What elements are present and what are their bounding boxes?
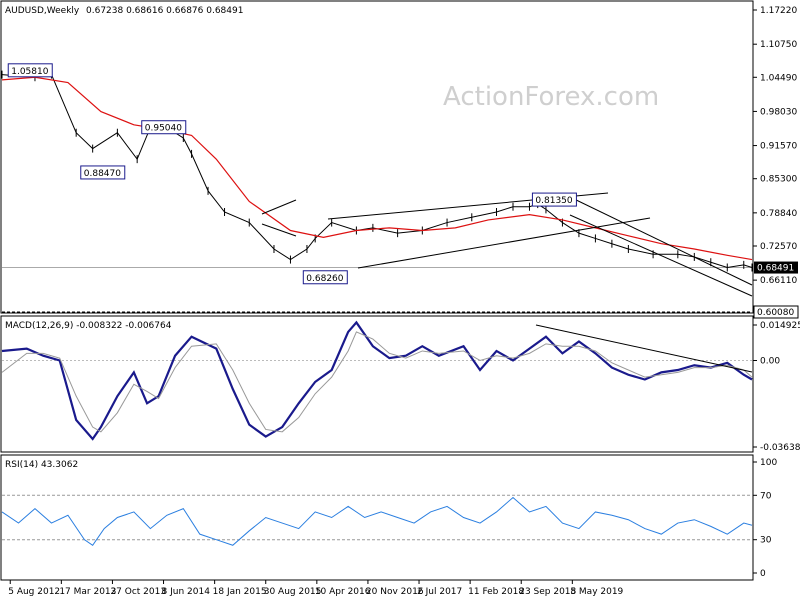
price-tick-label: 1.10750 — [760, 40, 797, 50]
price-tick-label: 0.91570 — [760, 142, 797, 152]
price-tick-label: 0.78840 — [760, 209, 797, 219]
price-annotation-label: 0.68260 — [306, 274, 343, 284]
price-annotation-box — [7, 63, 53, 78]
x-tick-label: 11 Feb 2018 — [468, 587, 524, 597]
support-label: 0.60080 — [757, 308, 794, 318]
price-tick-label: 1.17220 — [760, 6, 797, 16]
macd-tick-label: 0.014925 — [760, 321, 800, 331]
price-annotation-box — [302, 270, 348, 285]
price-annotation-box — [531, 192, 577, 207]
trend-line — [569, 196, 753, 286]
price-tick-label: 0.72570 — [760, 242, 797, 252]
rsi-label: RSI(14) 43.3062 — [5, 460, 78, 470]
price-ohlc: 0.67238 0.68616 0.66876 0.68491 — [86, 6, 243, 16]
x-tick-label: 23 Sep 2018 — [519, 587, 576, 597]
macd-pane: 0.014925 0.00 -0.036389 — [1, 320, 800, 453]
current-price-label: 0.68491 — [757, 264, 794, 274]
price-title: AUDUSD,Weekly — [5, 6, 80, 16]
macd-trend-line — [535, 324, 753, 373]
rsi-tick-label: 0 — [760, 569, 766, 579]
price-pane: 1.17220 1.10750 1.04490 0.98030 0.91570 0.853… — [1, 6, 799, 319]
x-tick-label: 17 Mar 2013 — [59, 587, 116, 597]
trend-line — [569, 214, 753, 297]
rsi-tick-label: 70 — [760, 491, 772, 501]
macd-tick-label: -0.036389 — [760, 443, 800, 453]
x-tick-label: 2 Jul 2017 — [417, 587, 462, 597]
macd-series-macd — [1, 320, 753, 441]
macd-series-signal — [1, 331, 753, 433]
rsi-tick-label: 100 — [760, 458, 777, 468]
watermark: ActionForex.com — [443, 82, 659, 112]
macd-label: MACD(12,26,9) -0.008322 -0.006764 — [5, 321, 172, 331]
x-tick-label: 27 Oct 2013 — [110, 587, 166, 597]
macd-pane-frame — [0, 315, 754, 453]
price-pane-frame — [0, 0, 754, 314]
price-annotation-label: 0.88470 — [84, 169, 121, 179]
price-annotation-label: 1.05810 — [11, 67, 48, 77]
rsi-pane-frame — [0, 454, 754, 581]
price-annotation-label: 0.95040 — [145, 124, 182, 134]
price-tick-label: 0.85300 — [760, 175, 797, 185]
trend-line — [261, 223, 297, 237]
price-tick-label: 0.98030 — [760, 107, 797, 117]
trend-line — [357, 217, 651, 269]
price-tick-label: 1.04490 — [760, 73, 797, 83]
macd-tick-label: 0.00 — [760, 356, 780, 366]
rsi-pane: 100 70 30 0 — [1, 458, 777, 579]
price-annotation-box — [141, 120, 187, 135]
rsi-series — [1, 496, 753, 546]
price-tick-label: 0.66110 — [760, 276, 797, 286]
x-tick-label: 8 Jun 2014 — [162, 587, 211, 597]
current-price-box — [754, 261, 798, 274]
price-annotation-label: 0.81350 — [535, 196, 572, 206]
trend-line — [261, 199, 297, 215]
x-tick-label: 18 Jan 2015 — [213, 587, 267, 597]
x-tick-label: 30 Aug 2015 — [264, 587, 322, 597]
x-tick-label: 10 Apr 2016 — [315, 587, 371, 597]
x-tick-label: 20 Nov 2016 — [366, 587, 424, 597]
x-tick-label: 5 May 2019 — [570, 587, 623, 597]
support-label-box — [753, 305, 799, 319]
price-series-ma — [1, 76, 753, 261]
price-annotation-box — [80, 165, 126, 180]
x-tick-label: 5 Aug 2012 — [8, 587, 60, 597]
rsi-tick-label: 30 — [760, 536, 772, 546]
